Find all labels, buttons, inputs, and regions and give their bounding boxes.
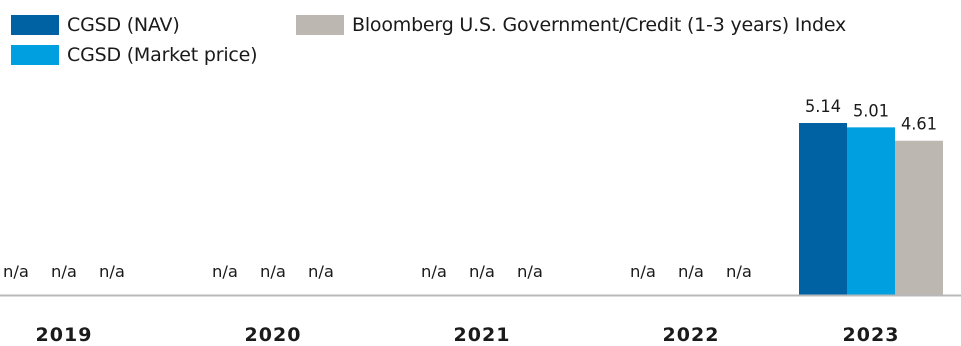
legend-label-market: CGSD (Market price) — [67, 44, 258, 66]
na-label-2021-series-0: n/a — [421, 262, 447, 281]
data-label-2023-series-2: 4.61 — [901, 115, 937, 135]
legend-label-index: Bloomberg U.S. Government/Credit (1-3 ye… — [352, 14, 847, 36]
na-label-2022-series-1: n/a — [678, 262, 704, 281]
legend-swatch-nav — [11, 15, 59, 35]
legend-label-nav: CGSD (NAV) — [67, 14, 180, 36]
legend-item-market: CGSD (Market price) — [11, 44, 258, 66]
bar-2023-series-1 — [847, 127, 895, 296]
legend-swatch-market — [11, 45, 59, 65]
x-tick-label-2020: 2020 — [245, 324, 302, 346]
x-tick-label-2023: 2023 — [843, 324, 900, 346]
na-label-2020-series-0: n/a — [212, 262, 238, 281]
bar-2023-series-0 — [799, 123, 847, 295]
na-label-2019-series-0: n/a — [3, 262, 29, 281]
legend-item-nav: CGSD (NAV) — [11, 14, 180, 36]
na-label-2021-series-1: n/a — [469, 262, 495, 281]
na-label-2020-series-2: n/a — [308, 262, 334, 281]
legend-swatch-index — [296, 15, 344, 35]
x-tick-label-2022: 2022 — [663, 324, 720, 346]
na-label-2022-series-2: n/a — [726, 262, 752, 281]
data-label-2023-series-1: 5.01 — [853, 101, 889, 121]
bar-2023-series-2 — [895, 140, 943, 295]
na-label-2020-series-1: n/a — [260, 262, 286, 281]
data-label-2023-series-0: 5.14 — [805, 97, 841, 117]
na-label-2022-series-0: n/a — [630, 262, 656, 281]
na-label-2019-series-1: n/a — [51, 262, 77, 281]
na-label-2019-series-2: n/a — [99, 262, 125, 281]
x-tick-label-2019: 2019 — [36, 324, 93, 346]
legend-item-index: Bloomberg U.S. Government/Credit (1-3 ye… — [296, 14, 846, 36]
na-label-2021-series-2: n/a — [517, 262, 543, 281]
x-tick-label-2021: 2021 — [454, 324, 511, 346]
